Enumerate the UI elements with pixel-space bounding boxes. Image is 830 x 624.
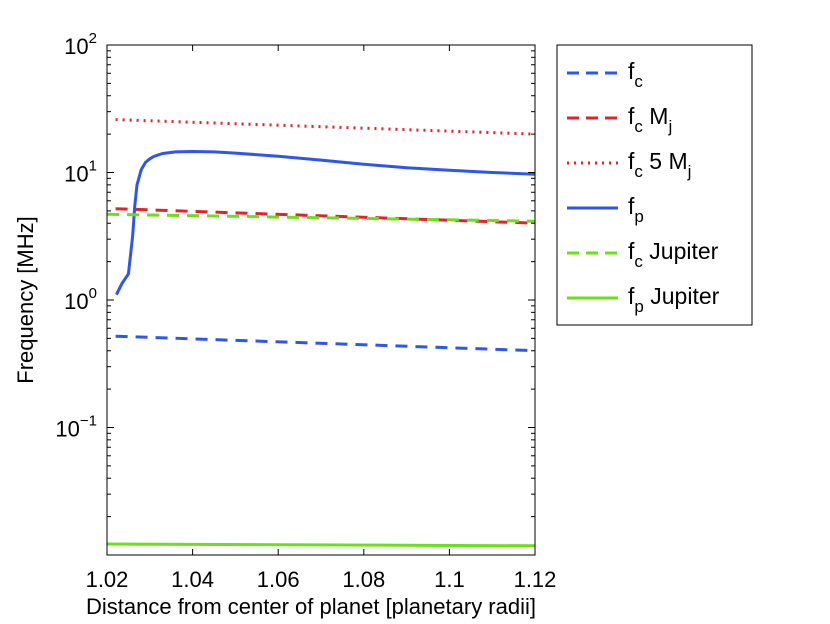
y-tick-label: 101 bbox=[64, 158, 97, 187]
legend-label-fc5Mj: fc 5 Mj bbox=[628, 148, 691, 181]
x-axis: 1.02 1.04 1.06 1.08 1.1 1.12 bbox=[86, 45, 557, 592]
series-layer bbox=[106, 118, 536, 548]
y-axis: 10−1 100 101 102 bbox=[55, 30, 535, 518]
y-tick-label: 10−1 bbox=[55, 413, 97, 442]
series-line-fc bbox=[115, 334, 536, 353]
plot-frame bbox=[106, 44, 536, 556]
series-line-fcJup bbox=[106, 212, 536, 223]
x-tick-label: 1.02 bbox=[86, 567, 129, 592]
series-line-fp bbox=[115, 150, 536, 296]
series-line-fc5Mj bbox=[115, 118, 536, 136]
x-tick-label: 1.06 bbox=[257, 567, 300, 592]
y-axis-label: Frequency [MHz] bbox=[13, 216, 38, 384]
x-axis-label: Distance from center of planet [planetar… bbox=[86, 594, 536, 619]
legend-box bbox=[556, 44, 753, 326]
legend-label-fp: fp bbox=[628, 193, 644, 226]
legend-label-fcJup: fc Jupiter bbox=[628, 238, 719, 271]
legend-label-fcMj: fc Mj bbox=[628, 103, 672, 136]
legend-label-fpJup: fp Jupiter bbox=[628, 283, 720, 316]
y-tick-label: 100 bbox=[64, 285, 97, 314]
legend: fc fc Mj fc 5 Mj fp fc Jupiter fp Jupiter bbox=[556, 44, 753, 326]
series-line-fpJup bbox=[106, 542, 536, 548]
y-tick-label: 102 bbox=[64, 30, 97, 59]
x-tick-label: 1.12 bbox=[514, 567, 557, 592]
series-line-fcMj bbox=[115, 207, 536, 225]
x-tick-label: 1.08 bbox=[342, 567, 385, 592]
legend-label-fc: fc bbox=[628, 58, 643, 91]
x-tick-label: 1.1 bbox=[434, 567, 465, 592]
x-tick-label: 1.04 bbox=[171, 567, 214, 592]
